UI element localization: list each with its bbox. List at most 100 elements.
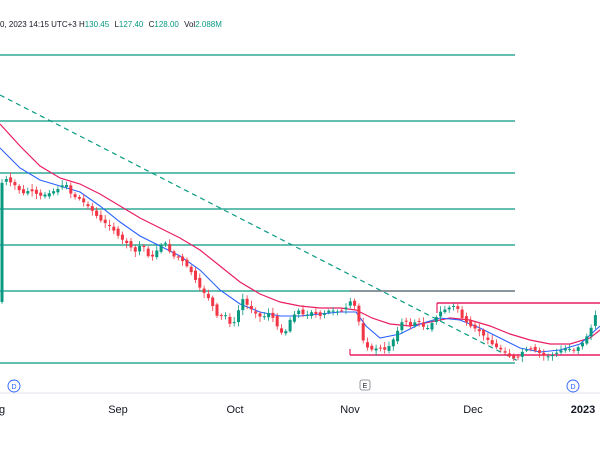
candle-body-112 <box>482 329 486 336</box>
candle-body-34 <box>146 248 150 257</box>
dividend-marker-circle-0 <box>7 379 21 393</box>
header-low-label: L <box>114 20 119 29</box>
candle-body-59 <box>254 311 258 314</box>
candle-body-123 <box>529 348 533 350</box>
candle-body-52 <box>224 315 228 317</box>
candle-body-86 <box>370 345 374 350</box>
candle-body-0 <box>0 182 4 302</box>
candle-body-122 <box>525 349 529 351</box>
candle-body-76 <box>327 310 331 313</box>
candle-body-6 <box>26 191 30 194</box>
candle-body-56 <box>241 299 245 311</box>
candle-body-90 <box>387 346 391 351</box>
candle-body-38 <box>163 242 167 244</box>
header-high-label: H <box>78 20 85 29</box>
dividend-marker-label-2: D <box>570 384 575 391</box>
candle-body-98 <box>421 322 425 327</box>
candle-body-48 <box>206 293 210 299</box>
candle-body-85 <box>366 342 369 348</box>
candle-body-138 <box>593 315 597 326</box>
candle-body-13 <box>56 189 60 193</box>
candle-body-33 <box>142 245 146 248</box>
candle-body-1 <box>4 179 8 182</box>
x-axis-tick-label-1: Sep <box>108 404 128 416</box>
candle-body-109 <box>469 320 473 327</box>
header-high-value: 130.45 <box>84 20 110 29</box>
candle-body-67 <box>288 319 292 332</box>
candle-body-41 <box>176 256 180 258</box>
candle-body-64 <box>275 316 279 327</box>
candle-body-88 <box>378 347 382 349</box>
candle-body-57 <box>245 298 249 305</box>
candle-body-51 <box>219 314 223 317</box>
candle-body-22 <box>95 210 99 216</box>
candle-body-132 <box>568 348 572 350</box>
candle-body-4 <box>17 185 21 191</box>
candle-body-5 <box>22 189 25 194</box>
candle-body-121 <box>520 351 524 357</box>
candle-body-84 <box>361 323 365 341</box>
drawing-overlays <box>0 94 600 363</box>
candle-body-23 <box>99 214 103 221</box>
candle-body-101 <box>434 317 438 322</box>
candle-body-104 <box>447 307 451 310</box>
candle-body-81 <box>348 301 352 306</box>
candle-body-50 <box>215 304 219 316</box>
candle-body-43 <box>185 259 189 267</box>
header-volume-value: 2.088M <box>195 20 222 29</box>
candle-body-7 <box>30 189 34 192</box>
candle-body-66 <box>284 331 288 334</box>
candle-body-102 <box>439 311 443 317</box>
candle-body-87 <box>374 348 378 351</box>
candle-body-28 <box>120 234 124 240</box>
header-close-value: 128.00 <box>154 20 179 29</box>
dashed-trend-line <box>0 94 521 363</box>
candle-body-75 <box>323 313 326 315</box>
header-datetime: 0, 2023 14:15 UTC+3 <box>0 20 77 29</box>
candle-body-113 <box>486 337 490 340</box>
x-axis-tick-label-5: 2023 <box>571 404 595 416</box>
candle-body-89 <box>383 347 387 350</box>
candle-body-120 <box>516 356 520 358</box>
candle-body-54 <box>232 322 236 324</box>
candle-body-106 <box>456 306 460 309</box>
candle-body-91 <box>391 339 395 347</box>
candle-body-49 <box>211 297 215 307</box>
fibonacci-levels <box>0 54 515 364</box>
earnings-marker-box <box>359 379 371 391</box>
candle-body-53 <box>228 316 232 324</box>
candle-body-118 <box>507 353 511 357</box>
dividend-marker-label-0: D <box>11 384 16 391</box>
candle-body-44 <box>189 266 193 273</box>
candle-body-12 <box>52 191 56 194</box>
candle-body-107 <box>460 309 464 319</box>
candle-body-105 <box>452 305 455 307</box>
candle-body-17 <box>73 194 77 198</box>
candle-body-21 <box>90 206 94 211</box>
candle-body-77 <box>331 310 335 312</box>
candle-body-74 <box>318 312 322 316</box>
dividend-marker-circle-2 <box>566 379 580 393</box>
candle-body-26 <box>112 226 116 231</box>
candle-body-27 <box>116 228 120 236</box>
header-close-label: C <box>148 20 155 29</box>
candle-body-116 <box>499 347 503 350</box>
candle-body-24 <box>103 219 107 224</box>
candle-body-10 <box>43 194 47 197</box>
candle-body-35 <box>151 254 154 257</box>
candle-body-103 <box>443 309 447 313</box>
candle-body-127 <box>546 356 550 358</box>
candle-body-115 <box>495 343 498 348</box>
candle-body-137 <box>589 327 593 337</box>
x-axis-tick-label-3: Nov <box>340 404 360 416</box>
x-axis-tick-label-0: g <box>0 404 5 416</box>
candle-body-11 <box>47 193 51 197</box>
candle-body-128 <box>550 354 554 357</box>
candle-body-131 <box>563 348 567 351</box>
candle-body-36 <box>155 250 159 258</box>
candle-body-130 <box>559 350 563 353</box>
candle-body-15 <box>65 185 68 187</box>
candle-body-129 <box>555 352 559 354</box>
